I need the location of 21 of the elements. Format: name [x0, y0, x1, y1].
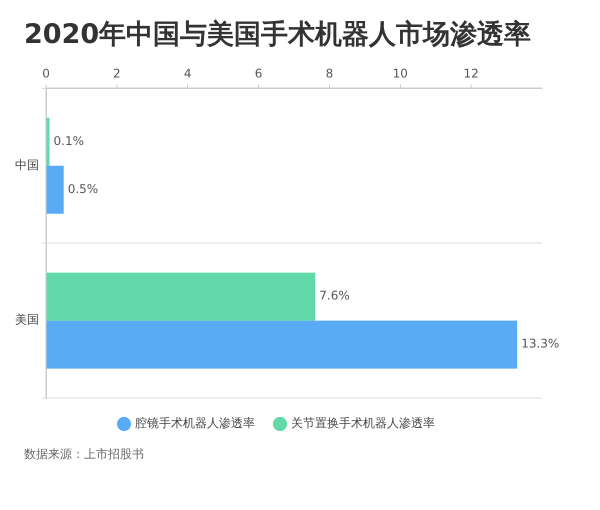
bar	[46, 118, 50, 166]
x-tick-label: 6	[254, 66, 262, 80]
legend-label: 腔镜手术机器人渗透率	[135, 416, 255, 430]
bar	[46, 320, 518, 369]
source-note: 数据来源：上市招股书	[23, 446, 145, 463]
x-tick-label: 2	[113, 66, 121, 80]
x-tick-label: 8	[326, 66, 334, 80]
x-tick-label: 0	[42, 66, 50, 80]
data-label: 0.1%	[54, 134, 84, 148]
legend-label: 关节置换手术机器人渗透率	[291, 416, 435, 430]
data-label: 0.5%	[68, 182, 98, 196]
x-tick-label: 12	[464, 66, 479, 80]
y-tick-label: 中国	[15, 158, 39, 172]
y-tick-label: 美国	[15, 312, 39, 327]
data-label: 7.6%	[319, 288, 350, 303]
chart-title: 2020年中国与美国手术机器人市场渗透率	[23, 18, 532, 52]
x-tick-label: 4	[184, 66, 192, 80]
bar	[46, 272, 316, 321]
x-tick-label: 10	[392, 66, 408, 80]
bar	[46, 166, 64, 214]
data-label: 13.3%	[521, 336, 560, 351]
